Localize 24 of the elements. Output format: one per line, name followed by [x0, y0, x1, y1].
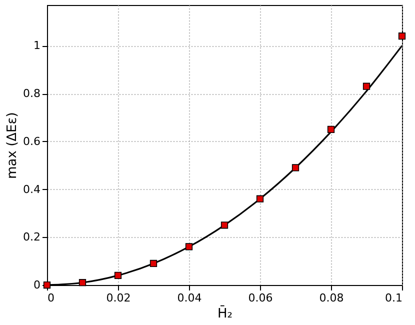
point — [78, 279, 86, 286]
point — [185, 243, 193, 250]
point — [256, 195, 264, 202]
y-tick-label: 0.6 — [23, 134, 40, 148]
point — [220, 222, 228, 229]
y-tick-label: 1 — [34, 39, 40, 52]
point — [292, 164, 300, 172]
x-axis-title: H̄₂ — [218, 305, 232, 322]
point — [150, 260, 158, 268]
point — [398, 32, 406, 40]
x-tick-label: 0.02 — [106, 292, 131, 304]
x-tick-label: 0.04 — [177, 292, 202, 304]
point — [114, 272, 122, 279]
x-tick-label: 0.1 — [385, 292, 402, 304]
y-tick-label: 0 — [34, 278, 40, 292]
point — [327, 126, 335, 134]
y-tick-label: 0.4 — [23, 182, 40, 196]
x-tick-label: 0.06 — [248, 292, 273, 304]
y-axis-title: max (ΔEε) — [5, 112, 20, 179]
y-tick-label: 0.2 — [23, 230, 40, 244]
x-tick-label: 0.08 — [319, 292, 344, 304]
point — [362, 82, 370, 90]
y-tick-label: 0.8 — [23, 87, 40, 100]
x-tick-label: 0 — [48, 292, 54, 304]
